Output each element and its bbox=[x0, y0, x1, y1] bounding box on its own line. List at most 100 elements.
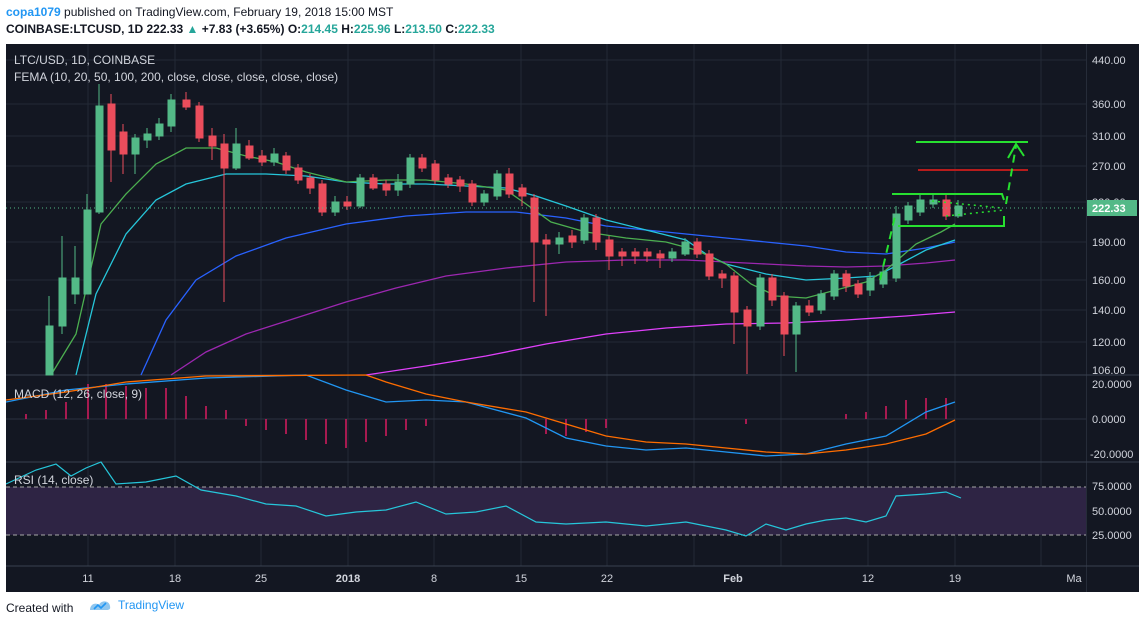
rsi-title: RSI (14, close) bbox=[14, 473, 93, 487]
fema-20-line bbox=[75, 173, 956, 376]
fema-lines bbox=[50, 147, 956, 376]
created-with-text: Created with bbox=[6, 601, 74, 615]
price-tick: 360.00 bbox=[1092, 99, 1126, 111]
price-tick: 160.00 bbox=[1092, 275, 1126, 287]
time-label: 18 bbox=[169, 573, 181, 585]
candles bbox=[45, 84, 963, 376]
candle bbox=[756, 274, 765, 330]
candle bbox=[131, 94, 176, 174]
candle bbox=[805, 300, 814, 316]
tradingview-brand: TradingView bbox=[118, 598, 185, 612]
candle bbox=[245, 140, 267, 166]
candle bbox=[817, 270, 839, 314]
rsi-tick: 25.0000 bbox=[1092, 530, 1132, 542]
time-label: 22 bbox=[601, 573, 613, 585]
candle bbox=[768, 274, 789, 356]
candle bbox=[568, 230, 577, 248]
candle bbox=[232, 128, 241, 170]
time-axis[interactable]: 11 18 25 2018 8 15 22 Feb 12 19 Ma bbox=[82, 573, 1082, 585]
price-tick: 120.00 bbox=[1092, 337, 1126, 349]
high-value: 225.96 bbox=[353, 22, 391, 36]
candle bbox=[505, 168, 551, 316]
price-axis-canvas[interactable]: 440.00 360.00 310.00 270.00 230.00 190.0… bbox=[1085, 44, 1139, 592]
macd-histogram bbox=[25, 384, 947, 448]
candle bbox=[792, 302, 801, 372]
low-label: L: bbox=[393, 22, 406, 36]
close-label: C: bbox=[445, 22, 458, 36]
last-price: 222.33 bbox=[146, 22, 184, 36]
macd-line bbox=[5, 374, 956, 457]
published-text: published on TradingView.com, February 1… bbox=[60, 5, 394, 19]
candle bbox=[343, 196, 352, 210]
fema-title: FEMA (10, 20, 50, 100, 200, close, close… bbox=[14, 70, 338, 84]
up-arrow-icon: ▲ bbox=[186, 22, 199, 36]
candle bbox=[356, 174, 365, 208]
candle bbox=[270, 148, 279, 166]
last-price-tag-text: 222.33 bbox=[1092, 203, 1126, 215]
symbol-line: COINBASE:LTCUSD, 1D 222.33 ▲ +7.83 (+3.6… bbox=[6, 22, 495, 36]
candle bbox=[394, 154, 415, 196]
price-tick: 270.00 bbox=[1092, 161, 1126, 173]
candle bbox=[480, 170, 502, 206]
time-label: 2018 bbox=[336, 573, 360, 585]
macd-ticks: 20.0000 0.0000 -20.0000 bbox=[1090, 379, 1133, 461]
high-label: H: bbox=[341, 22, 354, 36]
price-tick: 106.00 bbox=[1092, 365, 1126, 377]
chart-canvas[interactable]: LTC/USD, 1D, COINBASE FEMA (10, 20, 50, … bbox=[5, 44, 1086, 592]
fema-200-line bbox=[365, 311, 956, 376]
open-label: O: bbox=[287, 22, 302, 36]
fema-10-line bbox=[50, 147, 956, 376]
macd-tick: 0.0000 bbox=[1092, 414, 1126, 426]
last-price-tag bbox=[1087, 200, 1137, 216]
time-label: 11 bbox=[82, 573, 93, 585]
price-tick: 140.00 bbox=[1092, 305, 1126, 317]
time-label: Ma bbox=[1066, 573, 1082, 585]
candle bbox=[842, 270, 863, 298]
candle bbox=[592, 214, 665, 270]
candle bbox=[45, 84, 104, 376]
footer: Created with TradingView bbox=[0, 592, 1145, 625]
price-tick: 440.00 bbox=[1092, 55, 1126, 67]
tradingview-logo-icon bbox=[90, 601, 111, 610]
time-label: 15 bbox=[515, 573, 527, 585]
candle bbox=[555, 232, 564, 254]
price-tick: 190.00 bbox=[1092, 237, 1126, 249]
time-label: 25 bbox=[255, 573, 267, 585]
price-axis[interactable]: 440.00 360.00 310.00 270.00 230.00 190.0… bbox=[1085, 44, 1139, 592]
chart-header: copa1079 published on TradingView.com, F… bbox=[0, 0, 1145, 40]
price-tick: 310.00 bbox=[1092, 131, 1126, 143]
macd-title: MACD (12, 26, close, 9) bbox=[14, 387, 142, 401]
price-change: +7.83 (+3.65%) bbox=[201, 22, 285, 36]
chart-area[interactable]: LTC/USD, 1D, COINBASE FEMA (10, 20, 50, … bbox=[5, 44, 1086, 592]
tradingview-link[interactable]: TradingView bbox=[88, 598, 184, 612]
fema-100-line bbox=[170, 259, 956, 376]
candle bbox=[580, 214, 589, 244]
low-value: 213.50 bbox=[405, 22, 442, 36]
candle bbox=[866, 194, 938, 296]
open-value: 214.45 bbox=[301, 22, 338, 36]
candle bbox=[182, 92, 229, 302]
candle bbox=[369, 174, 391, 196]
rsi-line bbox=[5, 461, 962, 537]
time-label: 19 bbox=[949, 573, 961, 585]
macd-tick: 20.0000 bbox=[1092, 379, 1132, 391]
publish-line: copa1079 published on TradingView.com, F… bbox=[6, 5, 393, 19]
candle bbox=[668, 238, 690, 262]
time-label: 12 bbox=[862, 573, 874, 585]
time-label: Feb bbox=[723, 573, 743, 585]
macd-signal-line bbox=[5, 374, 956, 455]
time-label: 8 bbox=[431, 573, 437, 585]
rsi-tick: 75.0000 bbox=[1092, 481, 1132, 493]
trend-annotations bbox=[879, 141, 1028, 281]
macd-tick: -20.0000 bbox=[1090, 449, 1133, 461]
candle bbox=[418, 154, 477, 206]
rsi-ticks: 75.0000 50.0000 25.0000 bbox=[1092, 481, 1132, 542]
candle bbox=[331, 196, 340, 216]
symbol-name: COINBASE:LTCUSD, 1D bbox=[6, 22, 144, 36]
close-value: 222.33 bbox=[457, 22, 495, 36]
candle bbox=[107, 94, 128, 182]
author-link[interactable]: copa1079 bbox=[6, 5, 61, 19]
candle bbox=[282, 152, 327, 216]
candle bbox=[693, 238, 752, 374]
pair-title: LTC/USD, 1D, COINBASE bbox=[14, 53, 155, 67]
